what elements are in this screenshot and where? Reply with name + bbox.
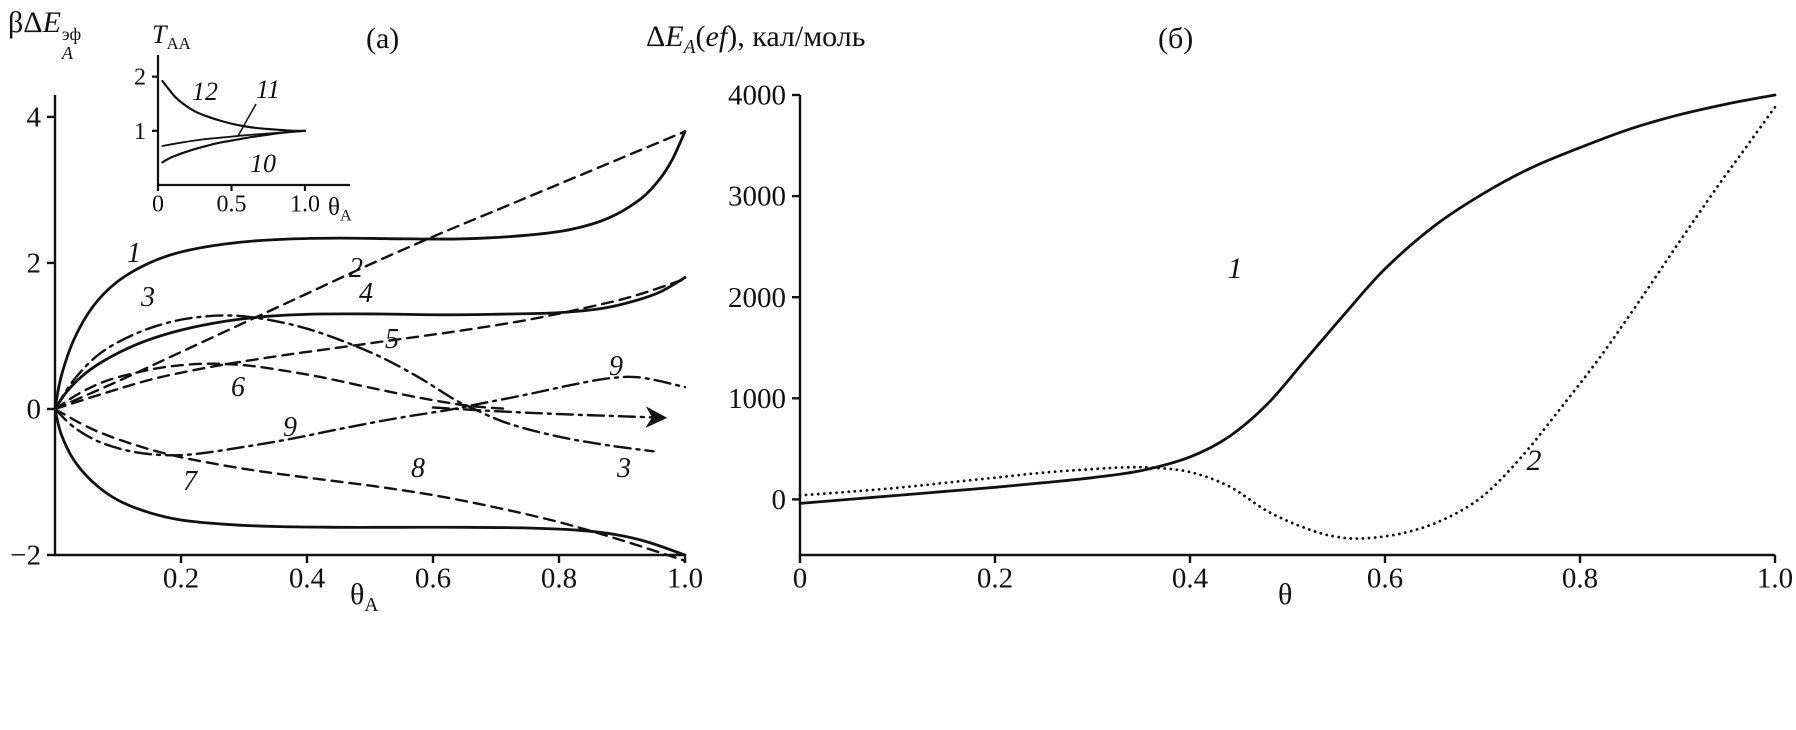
energy-symbol: E: [665, 20, 684, 53]
subscript-a: A: [61, 42, 73, 63]
leader-line: [237, 103, 257, 137]
panel-a-inset-curve-12: [161, 79, 307, 132]
panel-a-curve-3: [53, 314, 655, 453]
panel-b-tag: (б): [1158, 22, 1194, 55]
y-tick-label: −2: [10, 540, 41, 572]
curve-label-3: 3: [140, 282, 155, 313]
theta-symbol: θ: [328, 194, 340, 221]
curve-label-7: 7: [183, 466, 198, 497]
theta-symbol: θ: [350, 578, 365, 611]
x-tick-label: 0.8: [541, 563, 577, 595]
x-tick-label: 0.2: [977, 563, 1013, 595]
panel-b-y-axis-title: ΔEA(ef), кал/моль: [646, 20, 865, 59]
panel-a-y-axis-title: βΔE эф A: [8, 6, 81, 63]
y-tick-label: 1000: [728, 383, 786, 415]
x-tick-label: 0: [152, 191, 164, 217]
panel-b: 0 0.2 0.4 0.6 0.8 1.0 0 1000 2000 3000 4000 1 2: [728, 80, 1793, 595]
curve-label-3: 3: [616, 453, 631, 484]
y-tick-label: 2: [134, 65, 146, 91]
x-tick-label: 1.0: [290, 191, 320, 217]
y-tick-label: 2000: [728, 282, 786, 314]
curve-label-9: 9: [283, 412, 297, 443]
y-tick-label: 4: [27, 101, 42, 133]
panel-a-curve-5: [53, 277, 687, 411]
curve-label-10: 10: [250, 149, 276, 178]
curve-label-1: 1: [127, 238, 141, 269]
panel-a-curve-4: [53, 276, 687, 411]
inset-y-axis-title: TAA: [152, 20, 191, 54]
curve-label-1: 1: [1228, 252, 1243, 285]
curve-label-6: 6: [231, 372, 245, 403]
panel-b-x-axis-title: θ: [1278, 578, 1292, 612]
x-tick-label: 1.0: [1757, 563, 1793, 595]
superscript-ef: эф: [61, 24, 82, 45]
energy-symbol: E: [42, 6, 61, 39]
y-tick-label: 0: [772, 484, 787, 516]
beta-delta: βΔ: [8, 6, 43, 39]
panel-b-axes: [798, 95, 1775, 557]
x-tick-label: 0.8: [1562, 563, 1598, 595]
y-tick-label: 4000: [728, 80, 786, 112]
panel-a-curve-9-arrow-line: [431, 406, 668, 428]
y-tick-label: 3000: [728, 181, 786, 213]
x-tick-label: 0.4: [1172, 563, 1209, 595]
curve-label-8: 8: [411, 453, 425, 484]
x-tick-label: 0.2: [163, 563, 199, 595]
y-tick-label: 0: [27, 394, 42, 426]
subscript-a: A: [364, 594, 379, 616]
panel-a-x-axis-title: θA: [350, 578, 378, 617]
ef-symbol: ef: [705, 20, 728, 53]
curve-label-2: 2: [1527, 444, 1542, 477]
panel-a-curve-6: [53, 362, 510, 411]
panel-b-curve-1: [798, 93, 1777, 505]
x-tick-label: 0: [793, 563, 808, 595]
panel-a-inset-curve-10: [161, 129, 307, 164]
x-tick-label: 0.6: [415, 563, 451, 595]
subscript-a: A: [683, 36, 696, 58]
subscript-a: A: [339, 206, 352, 225]
paren-open: (: [695, 20, 706, 53]
subscript-aa: AA: [166, 33, 191, 53]
curve-label-5: 5: [385, 324, 399, 355]
curve-label-12: 12: [192, 77, 218, 106]
x-tick-label: 0.4: [289, 563, 326, 595]
panel-a-tag: (а): [366, 22, 400, 55]
x-tick-label: 0.5: [217, 191, 247, 217]
curve-label-4: 4: [359, 278, 373, 309]
inset-x-axis-title: θA: [328, 194, 352, 226]
curve-label-11: 11: [256, 75, 280, 104]
panel-b-curve-2: [798, 105, 1777, 540]
panel-a-curve-2: [53, 130, 687, 411]
y-tick-label: 2: [27, 248, 42, 280]
y-tick-label: 1: [134, 119, 146, 145]
panel-a-curve-7: [53, 407, 687, 557]
delta-symbol: Δ: [646, 20, 666, 53]
units-text: ), кал/моль: [727, 20, 866, 53]
panel-a-curve-1: [53, 130, 687, 411]
x-tick-label: 1.0: [667, 563, 703, 595]
theta-symbol: θ: [1278, 578, 1293, 611]
t-symbol: T: [152, 20, 167, 49]
curve-label-9: 9: [609, 351, 623, 382]
panel-a-curve-8: [53, 407, 687, 562]
panel-a-curve-9: [53, 375, 687, 457]
curve-label-2: 2: [349, 253, 363, 284]
x-tick-label: 0.6: [1367, 563, 1403, 595]
